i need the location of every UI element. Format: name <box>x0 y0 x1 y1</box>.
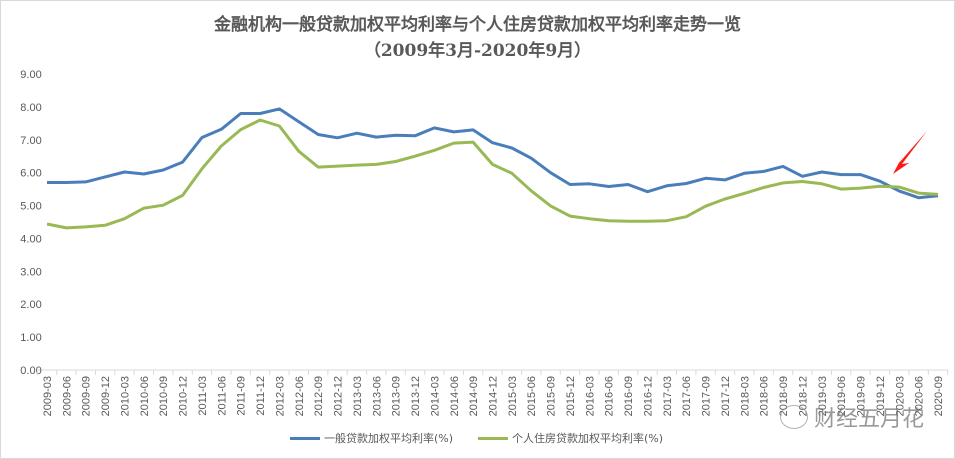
x-tick-label: 2009-06 <box>61 376 73 416</box>
x-tick-label: 2014-12 <box>488 376 500 416</box>
series-line-0 <box>47 107 939 200</box>
legend-item-general-loan: 一般贷款加权平均利率(%) <box>290 430 453 446</box>
x-tick-label: 2015-06 <box>526 376 538 416</box>
x-tick-label: 2019-06 <box>836 376 848 416</box>
y-tick-label: 8.00 <box>20 102 41 114</box>
x-tick-label: 2017-03 <box>662 376 674 416</box>
x-tick-label: 2014-06 <box>449 376 461 416</box>
x-tick-label: 2016-12 <box>642 376 654 416</box>
legend-label: 个人住房贷款加权平均利率(%) <box>512 432 664 445</box>
x-tick-label: 2016-03 <box>584 376 596 416</box>
x-tick-label: 2017-12 <box>720 376 732 416</box>
x-tick-label: 2019-03 <box>817 376 829 416</box>
x-tick-label: 2014-09 <box>468 376 480 416</box>
x-tick-label: 2019-09 <box>856 376 868 416</box>
x-tick-label: 2020-03 <box>894 376 906 416</box>
y-tick-label: 7.00 <box>20 135 41 147</box>
x-tick-label: 2010-06 <box>139 376 151 416</box>
wechat-icon <box>780 405 808 429</box>
red-arrow-annotation <box>893 131 927 174</box>
watermark: 财经五月花 <box>780 401 924 433</box>
x-tick-label: 2010-09 <box>158 376 170 416</box>
x-tick-label: 2014-03 <box>429 376 441 416</box>
y-tick-label: 2.00 <box>20 299 41 311</box>
x-tick-label: 2010-03 <box>119 376 131 416</box>
x-tick-label: 2015-09 <box>546 376 558 416</box>
x-tick-label: 2013-06 <box>371 376 383 416</box>
x-tick-label: 2020-09 <box>933 376 945 416</box>
x-tick-label: 2011-09 <box>236 376 248 416</box>
x-tick-label: 2009-09 <box>81 376 93 416</box>
x-tick-label: 2017-06 <box>681 376 693 416</box>
x-tick-label: 2015-12 <box>565 376 577 416</box>
x-tick-label: 2017-09 <box>701 376 713 416</box>
series-line-1 <box>46 118 939 230</box>
x-tick-label: 2012-09 <box>313 376 325 416</box>
y-tick-label: 4.00 <box>20 233 41 245</box>
watermark-text: 财经五月花 <box>814 407 925 432</box>
x-tick-label: 2018-03 <box>739 376 751 416</box>
y-tick-label: 9.00 <box>20 69 41 81</box>
x-tick-label: 2019-12 <box>875 376 887 416</box>
x-tick-label: 2013-03 <box>352 376 364 416</box>
x-tick-label: 2011-03 <box>197 376 209 416</box>
y-tick-label: 3.00 <box>20 266 41 278</box>
y-tick-label: 6.00 <box>20 168 41 180</box>
x-tick-label: 2009-12 <box>100 376 112 416</box>
legend-item-housing-loan: 个人住房贷款加权平均利率(%) <box>478 430 663 446</box>
x-tick-label: 2011-06 <box>216 376 228 416</box>
x-tick-label: 2009-03 <box>42 376 54 416</box>
legend-swatch <box>290 436 320 440</box>
y-tick-label: 1.00 <box>20 332 41 344</box>
x-tick-label: 2015-03 <box>507 376 519 416</box>
x-tick-label: 2012-12 <box>333 376 345 416</box>
x-tick-label: 2018-06 <box>759 376 771 416</box>
x-tick-label: 2012-06 <box>294 376 306 416</box>
x-tick-label: 2010-12 <box>178 376 190 416</box>
y-tick-label: 0.00 <box>20 365 41 377</box>
legend-swatch <box>478 436 508 440</box>
x-tick-label: 2020-06 <box>914 376 926 416</box>
x-tick-label: 2012-03 <box>274 376 286 416</box>
x-tick-label: 2013-09 <box>391 376 403 416</box>
x-tick-label: 2016-06 <box>604 376 616 416</box>
legend-label: 一般贷款加权平均利率(%) <box>324 432 454 445</box>
y-tick-label: 5.00 <box>20 201 41 213</box>
chart-subtitle: （2009年3月-2020年9月） <box>363 41 592 61</box>
x-tick-label: 2011-12 <box>255 376 267 416</box>
x-tick-label: 2016-09 <box>623 376 635 416</box>
x-tick-label: 2013-12 <box>410 376 422 416</box>
chart-title: 金融机构一般贷款加权平均利率与个人住房贷款加权平均利率走势一览 <box>214 15 741 35</box>
